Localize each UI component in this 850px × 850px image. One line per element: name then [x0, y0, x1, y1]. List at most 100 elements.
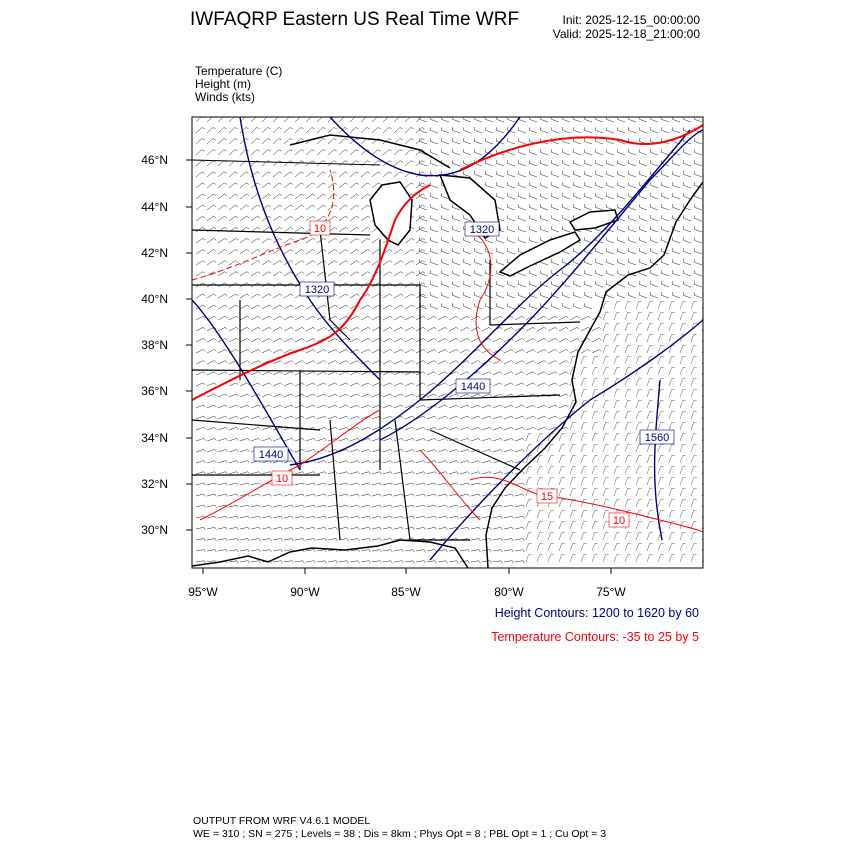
wind-barb — [683, 259, 692, 266]
wind-barb — [283, 515, 294, 519]
wind-barb — [195, 326, 206, 332]
wind-barb — [496, 193, 505, 200]
wind-barb — [525, 499, 532, 508]
wind-barb — [646, 455, 653, 464]
wind-barb — [580, 466, 587, 475]
wind-barb — [239, 460, 250, 464]
wind-barb — [463, 303, 472, 310]
wind-barb — [661, 226, 670, 233]
wind-barb — [261, 404, 272, 409]
wind-barb — [415, 382, 426, 387]
wind-barb — [272, 538, 283, 542]
wind-barb — [573, 149, 582, 156]
wind-barb — [206, 338, 217, 343]
wind-barb — [261, 349, 272, 354]
wind-barb — [518, 204, 527, 211]
wind-barb — [547, 444, 554, 453]
wind-barb — [558, 404, 569, 409]
wind-barb — [595, 138, 604, 145]
wind-barb — [206, 460, 217, 464]
wind-barb — [316, 382, 327, 387]
wind-barb — [415, 360, 426, 365]
wind-barb — [393, 315, 404, 321]
wind-barb — [558, 338, 569, 343]
wind-barb — [360, 127, 370, 134]
wind-barb — [437, 349, 448, 354]
wind-barb — [540, 292, 549, 299]
wind-barb — [551, 127, 560, 134]
wind-barb — [349, 249, 360, 255]
wind-barb — [639, 149, 648, 156]
wind-barb — [595, 160, 604, 167]
wind-barb — [217, 293, 228, 299]
wind-barb — [349, 427, 360, 431]
wind-barb — [514, 382, 525, 387]
wind-barb — [514, 538, 525, 542]
wind-barb — [206, 349, 217, 354]
wind-barb — [657, 444, 664, 453]
wind-barb — [639, 226, 648, 233]
wind-barb — [452, 204, 461, 211]
wind-barb — [591, 444, 598, 453]
wind-barb — [272, 204, 283, 211]
wind-barb — [305, 471, 316, 475]
wind-barb — [562, 182, 571, 189]
wind-barb — [448, 560, 459, 564]
wind-barb — [657, 334, 664, 343]
wind-barb — [470, 527, 481, 530]
wind-barb — [602, 444, 609, 453]
wind-barb — [668, 521, 675, 530]
wind-barb — [349, 404, 360, 409]
wind-barb — [305, 371, 316, 376]
wind-barb — [316, 482, 327, 486]
wind-barb — [349, 415, 360, 420]
wind-barb — [507, 193, 516, 200]
wind-barb — [459, 449, 470, 453]
wind-barb — [441, 149, 450, 156]
wind-barb — [580, 411, 587, 420]
wind-barb — [485, 160, 494, 167]
wind-barb — [360, 171, 370, 178]
wind-barb — [250, 427, 261, 431]
wind-barb — [217, 182, 227, 189]
wind-barb — [441, 215, 450, 222]
wind-barb — [360, 249, 371, 255]
wind-barb — [419, 281, 428, 288]
wind-barb — [415, 338, 426, 343]
wind-barb — [441, 204, 450, 211]
wind-barb — [613, 466, 620, 475]
wind-barb — [617, 171, 626, 178]
wind-barb — [371, 504, 382, 508]
wind-barb — [382, 127, 392, 134]
wind-barb — [349, 504, 360, 508]
wind-barb — [646, 488, 653, 497]
wind-barb — [602, 488, 609, 497]
wind-barb — [624, 312, 631, 321]
wind-barb — [294, 260, 305, 266]
wind-barb — [419, 237, 428, 244]
wind-barb — [591, 510, 598, 519]
wind-barb — [536, 404, 547, 409]
wind-barb — [668, 532, 675, 541]
wind-barb — [657, 477, 664, 486]
wind-barb — [316, 127, 326, 134]
wind-barb — [349, 438, 360, 442]
wind-barb — [382, 415, 393, 420]
wind-barb — [694, 215, 703, 222]
wind-barb — [250, 127, 260, 134]
wind-barb — [430, 138, 439, 145]
wind-barb — [463, 270, 472, 277]
wind-barb — [569, 488, 576, 497]
wind-barb — [415, 204, 426, 211]
wind-barb — [514, 315, 525, 321]
wind-barb — [239, 471, 250, 475]
wind-barb — [349, 127, 359, 134]
wind-barb — [536, 455, 543, 464]
wind-barb — [437, 315, 448, 321]
wind-barb — [316, 215, 327, 222]
temperature-contours — [192, 124, 703, 533]
wind-barb — [668, 400, 675, 409]
wind-barb — [195, 404, 206, 409]
wind-barb — [679, 433, 686, 442]
wind-barb — [694, 193, 703, 200]
